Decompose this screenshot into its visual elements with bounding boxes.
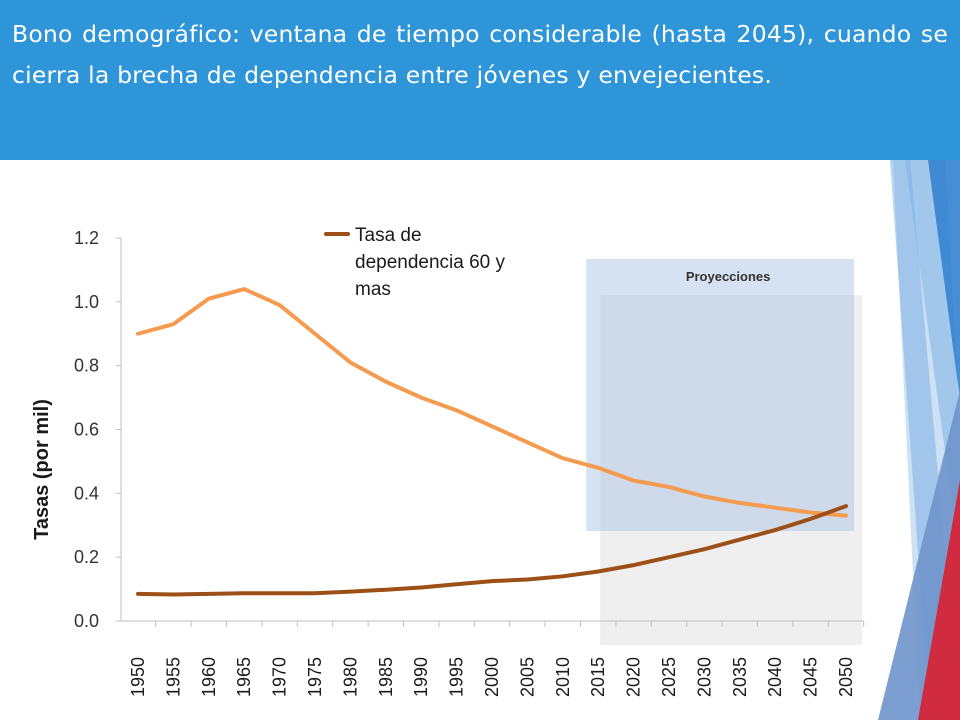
x-tick-label: 1955 xyxy=(163,657,183,697)
x-tick-label: 2050 xyxy=(836,657,856,697)
y-tick-label: 0.2 xyxy=(74,547,99,567)
x-tick-label: 2025 xyxy=(659,657,679,697)
dependency-ratio-chart: Proyecciones 0.00.20.40.60.81.01.2 1950 1… xyxy=(31,225,865,697)
x-tick-label: 2015 xyxy=(588,657,608,697)
slide-header: Bono demográfico: ventana de tiempo cons… xyxy=(0,0,960,160)
series-line-youth xyxy=(136,287,848,518)
y-tick-label: 1.2 xyxy=(74,228,99,248)
x-tick-label: 2010 xyxy=(553,657,573,697)
x-tick-label: 2035 xyxy=(730,657,750,697)
x-tick-label: 1975 xyxy=(305,657,325,697)
y-tick-label: 0.6 xyxy=(74,420,99,440)
x-tick-label: 2005 xyxy=(517,657,537,697)
x-tick-label: 2045 xyxy=(801,657,821,697)
projection-area-inner xyxy=(600,295,854,531)
x-tick-label: 1990 xyxy=(411,657,431,697)
x-tick-label: 1965 xyxy=(234,657,254,697)
legend-label-line-1: Tasa de xyxy=(355,225,422,246)
y-tick-label: 0.0 xyxy=(74,611,99,631)
y-tick-label: 0.4 xyxy=(74,483,99,503)
x-tick-label: 2030 xyxy=(694,657,714,697)
legend-label-line-2: dependencia 60 y xyxy=(355,252,506,273)
x-tick-label: 1995 xyxy=(447,657,467,697)
y-tick-label: 1.0 xyxy=(74,292,99,312)
x-tick-label: 1970 xyxy=(270,657,290,697)
legend-label-line-3: mas xyxy=(355,279,391,300)
series-lines xyxy=(136,287,848,597)
x-tick-label: 1980 xyxy=(340,657,360,697)
slide-title: Bono demográfico: ventana de tiempo cons… xyxy=(12,20,948,89)
x-tick-label: 2020 xyxy=(624,657,644,697)
x-ticks: 1950 1955 1960 1965 1970 1975 1980 1985 1990 1995… xyxy=(128,621,865,697)
projection-label: Proyecciones xyxy=(686,269,771,284)
x-tick-label: 1960 xyxy=(199,657,219,697)
series-line-elderly xyxy=(136,504,848,597)
x-tick-label: 1985 xyxy=(376,657,396,697)
y-ticks: 0.0 0.2 0.4 0.6 0.8 1.0 1.2 xyxy=(74,228,121,631)
y-axis-label: Tasas (por mil) xyxy=(31,399,53,540)
x-tick-label: 1950 xyxy=(128,657,148,697)
x-tick-label: 2040 xyxy=(765,657,785,697)
x-tick-label: 2000 xyxy=(482,657,502,697)
legend: Tasa de dependencia 60 y mas xyxy=(324,225,506,300)
y-tick-label: 0.8 xyxy=(74,356,99,376)
